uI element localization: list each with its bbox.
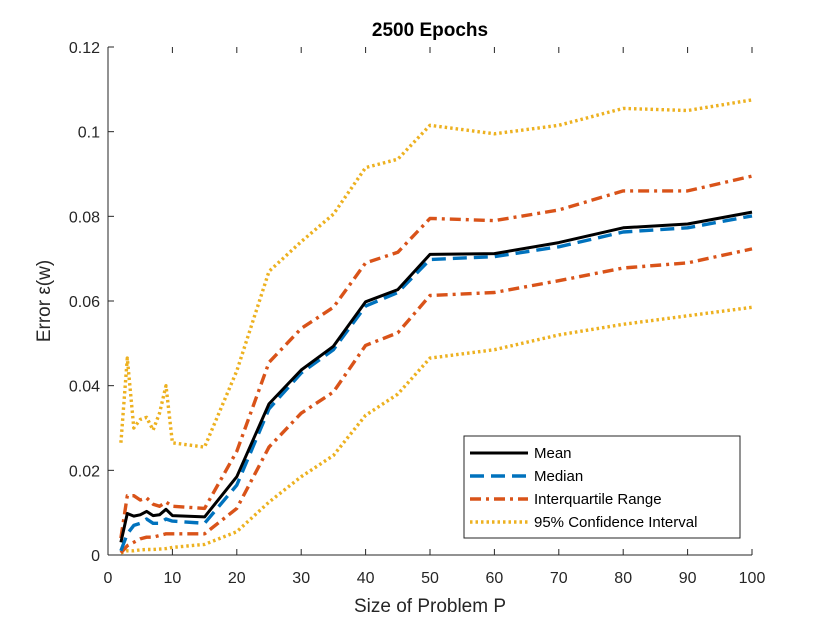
y-tick-label: 0.02 xyxy=(69,463,100,480)
legend-label-mean: Mean xyxy=(534,445,572,462)
x-tick-label: 30 xyxy=(292,570,310,587)
y-tick-label: 0.04 xyxy=(69,379,100,396)
series-line-95-confidence-interval-lower xyxy=(120,305,753,555)
y-tick-label: 0 xyxy=(91,548,100,565)
legend-label-median: Median xyxy=(534,468,583,485)
x-tick-label: 100 xyxy=(739,570,766,587)
x-tick-label: 80 xyxy=(614,570,632,587)
plot-area xyxy=(119,98,753,555)
x-tick-label: 50 xyxy=(421,570,439,587)
legend: Mean Median Interquartile Range 95% Conf… xyxy=(463,435,741,539)
y-tick-label: 0.08 xyxy=(69,209,100,226)
y-tick-label: 0.06 xyxy=(69,294,100,311)
x-tick-label: 0 xyxy=(104,570,113,587)
series-line-interquartile-range-lower xyxy=(119,247,753,555)
x-axis-title: Size of Problem P xyxy=(354,596,506,617)
x-tick-label: 60 xyxy=(486,570,504,587)
series-line-median xyxy=(119,214,753,552)
x-tick-label: 70 xyxy=(550,570,568,587)
x-tick-label: 40 xyxy=(357,570,375,587)
y-tick-label: 0.12 xyxy=(69,40,100,57)
legend-label-confidence-interval: 95% Confidence Interval xyxy=(534,514,697,531)
x-tick-label: 10 xyxy=(164,570,182,587)
legend-label-interquartile-range: Interquartile Range xyxy=(534,491,662,508)
x-ticks: 0 10 20 30 40 50 60 70 80 90 100 xyxy=(104,47,766,587)
series-line-95-confidence-interval xyxy=(119,98,753,449)
x-tick-label: 90 xyxy=(679,570,697,587)
series-line-interquartile-range xyxy=(119,174,753,539)
x-tick-label: 20 xyxy=(228,570,246,587)
y-axis-title: Error ε(w) xyxy=(34,260,55,342)
chart-title: 2500 Epochs xyxy=(372,20,488,41)
y-ticks: 0 0.02 0.04 0.06 0.08 0.1 0.12 xyxy=(69,40,114,565)
series-line-mean xyxy=(119,210,753,543)
y-tick-label: 0.1 xyxy=(78,125,100,142)
